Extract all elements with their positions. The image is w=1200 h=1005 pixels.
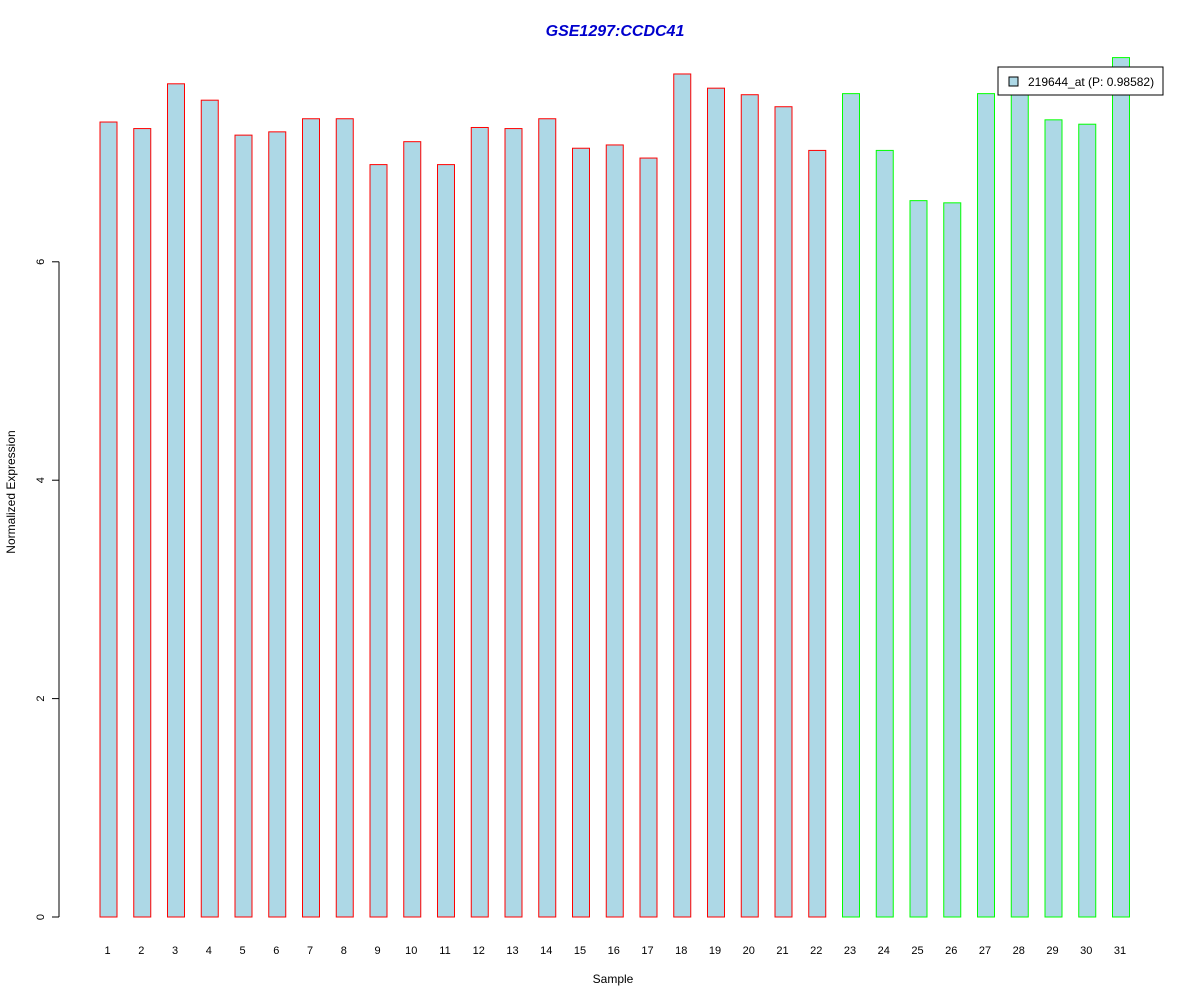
legend-label: 219644_at (P: 0.98582) (1028, 75, 1154, 89)
bar-sample-14 (538, 118, 557, 918)
bar-sample-19 (707, 87, 725, 918)
bar-sample-20 (740, 94, 759, 918)
x-tick-label: 9 (374, 945, 380, 957)
bar-sample-21 (774, 106, 793, 918)
x-tick-label: 19 (709, 945, 721, 957)
bar-sample-11 (437, 164, 455, 918)
legend-box (997, 66, 1164, 96)
chart-title: GSE1297:CCDC41 (546, 23, 685, 40)
bar-sample-29 (1044, 119, 1063, 918)
y-tick-label: 2 (35, 696, 47, 702)
bar-sample-6 (268, 131, 287, 918)
bar-sample-12 (470, 126, 489, 918)
bar-sample-24 (875, 149, 894, 918)
bar-sample-18 (673, 73, 692, 918)
x-tick-label: 12 (473, 945, 485, 957)
x-tick-label: 26 (945, 945, 957, 957)
bar-sample-9 (369, 164, 388, 918)
x-tick-label: 31 (1114, 945, 1126, 957)
x-tick-label: 11 (439, 945, 450, 957)
x-tick-label: 8 (341, 945, 347, 957)
bar-sample-25 (909, 200, 928, 918)
x-tick-label: 21 (776, 945, 788, 957)
x-tick-label: 17 (641, 945, 653, 957)
bars-group (99, 57, 1130, 918)
bar-sample-4 (200, 99, 219, 918)
bar-sample-2 (133, 128, 152, 918)
x-tick-label: 14 (540, 945, 552, 957)
bar-sample-13 (504, 128, 523, 918)
bar-sample-30 (1078, 123, 1097, 918)
bar-sample-1 (99, 121, 118, 918)
x-tick-labels: 1 2 3 4 5 6 7 8 9 10 11 12 13 14 15 16 17 18 19 20 21 22 23 24 2… (104, 945, 1126, 957)
bar-sample-31 (1112, 57, 1130, 918)
bar-sample-28 (1010, 93, 1029, 918)
bar-sample-23 (842, 93, 860, 918)
bar-sample-5 (234, 134, 253, 918)
x-tick-label: 24 (878, 945, 890, 957)
x-tick-label: 28 (1013, 945, 1025, 957)
legend: 219644_at (P: 0.98582) (997, 66, 1164, 96)
y-tick-label: 6 (35, 259, 47, 265)
bar-sample-27 (977, 93, 995, 918)
x-tick-label: 20 (743, 945, 755, 957)
x-tick-label: 1 (104, 945, 110, 957)
x-tick-label: 10 (405, 945, 417, 957)
x-tick-label: 22 (810, 945, 822, 957)
x-tick-label: 30 (1080, 945, 1092, 957)
bar-sample-22 (808, 149, 827, 918)
x-tick-label: 4 (206, 945, 212, 957)
x-tick-label: 15 (574, 945, 586, 957)
bar-sample-3 (167, 83, 185, 918)
x-tick-label: 3 (172, 945, 178, 957)
x-tick-label: 13 (506, 945, 518, 957)
x-tick-label: 5 (239, 945, 245, 957)
bar-sample-8 (335, 118, 354, 918)
y-tick-label: 4 (35, 477, 47, 483)
x-tick-label: 29 (1046, 945, 1058, 957)
x-tick-label: 7 (307, 945, 313, 957)
bar-sample-16 (605, 144, 624, 918)
y-axis: 0 2 4 6 (35, 259, 60, 920)
x-axis-label: Sample (593, 972, 634, 986)
x-tick-label: 27 (979, 945, 991, 957)
x-tick-label: 6 (273, 945, 279, 957)
bar-sample-10 (403, 141, 422, 918)
x-tick-label: 25 (911, 945, 923, 957)
y-axis-label: Normalized Expression (4, 430, 18, 553)
legend-swatch (1008, 76, 1019, 87)
bar-sample-7 (302, 118, 320, 918)
x-tick-label: 16 (608, 945, 620, 957)
x-tick-label: 2 (138, 945, 144, 957)
x-tick-label: 18 (675, 945, 687, 957)
bar-sample-26 (943, 202, 962, 918)
bar-sample-17 (639, 157, 658, 918)
y-tick-label: 0 (35, 914, 47, 920)
bar-sample-15 (572, 147, 590, 918)
x-tick-label: 23 (844, 945, 856, 957)
